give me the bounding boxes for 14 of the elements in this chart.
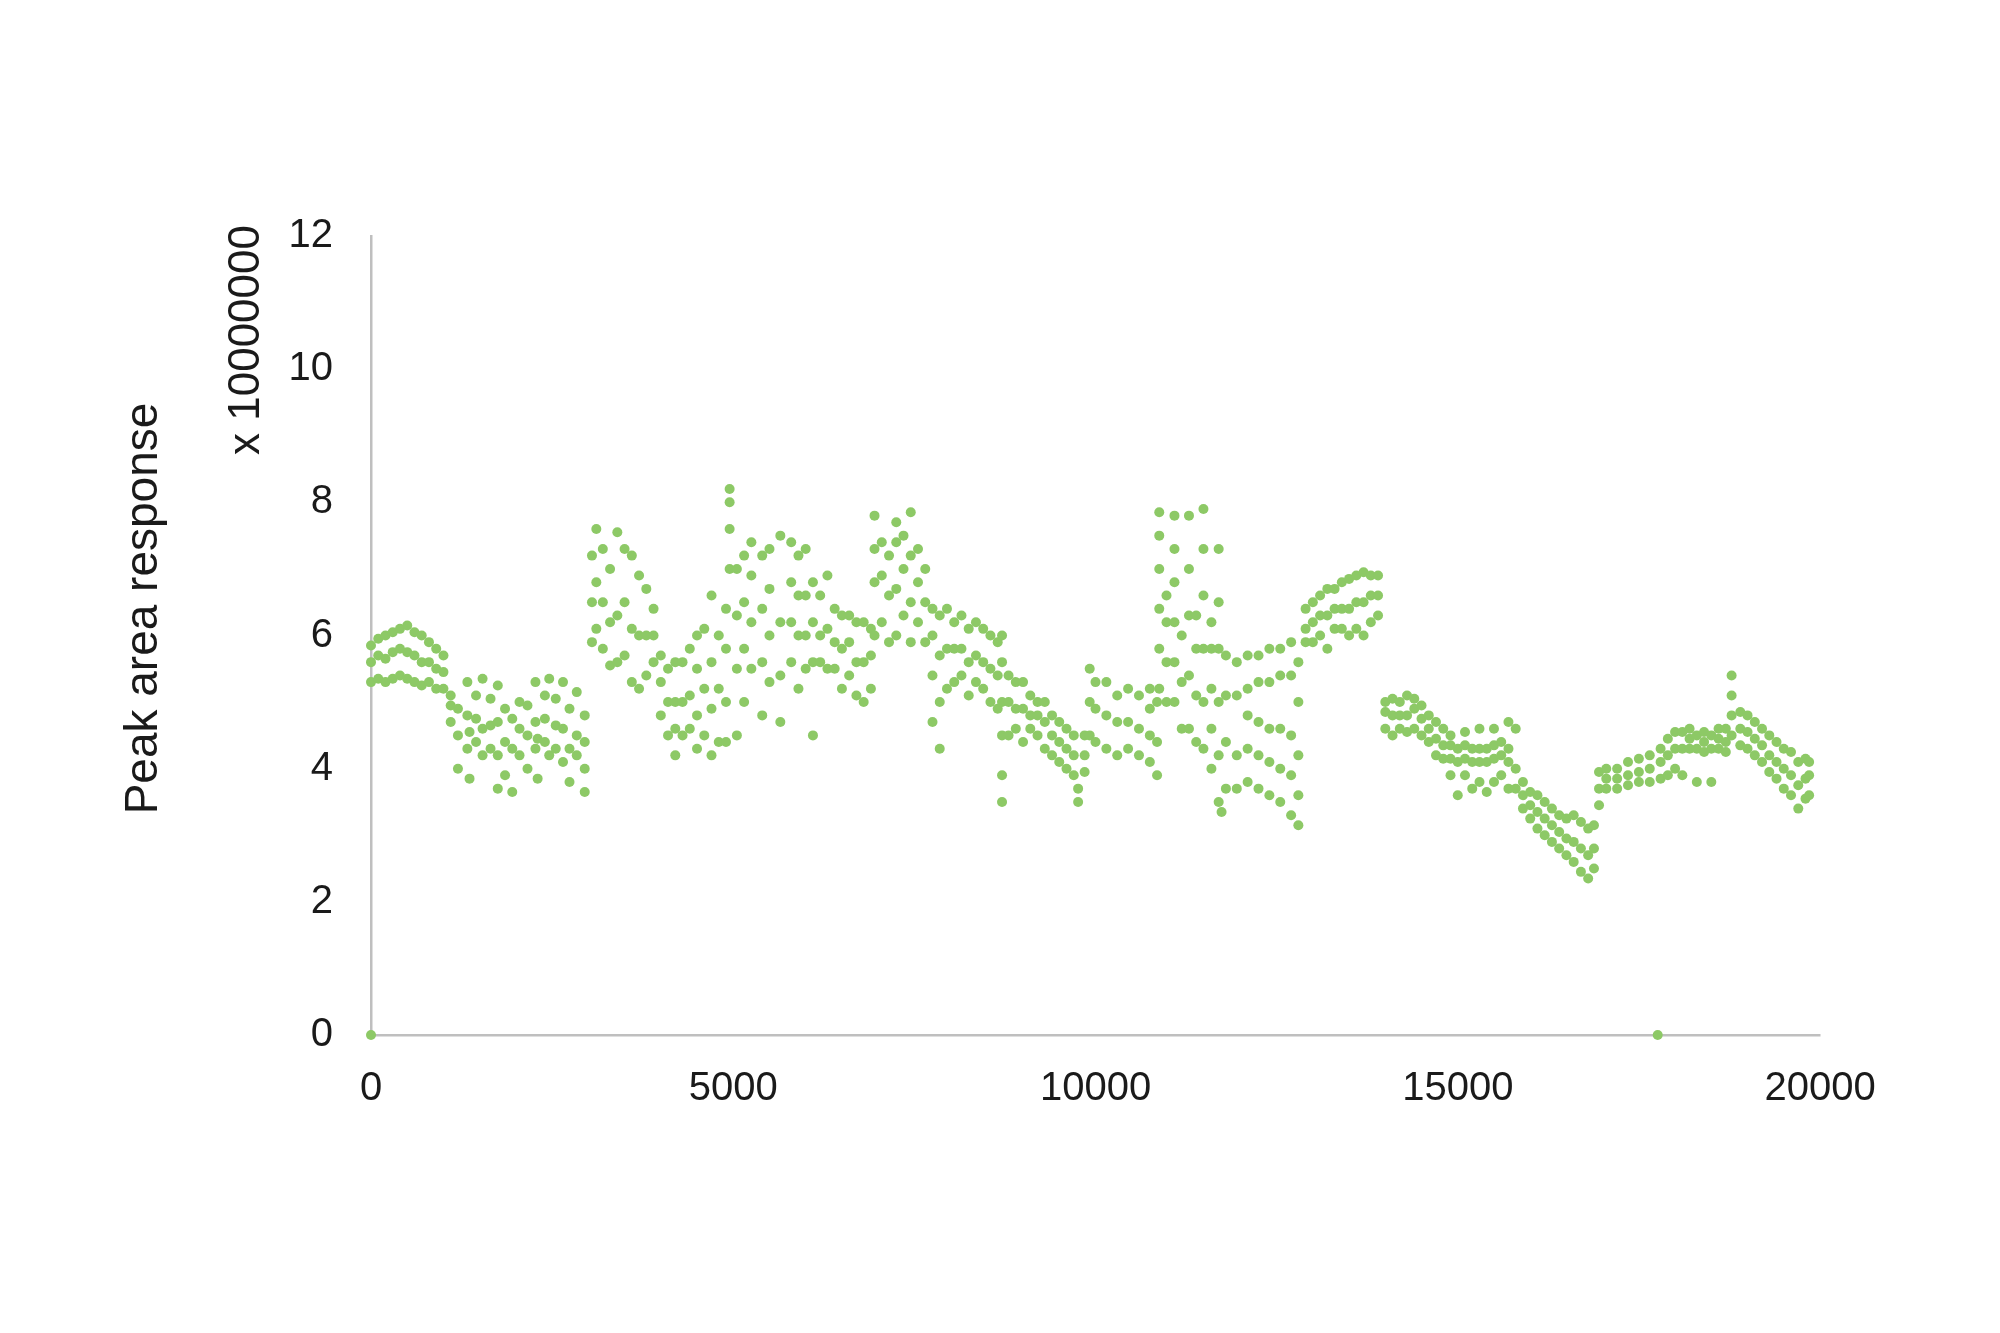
y-axis-title: Peak area response — [114, 402, 167, 815]
y-tick-label: 6 — [310, 610, 333, 655]
x-tick-label: 0 — [359, 1064, 383, 1109]
y-tick-label: 4 — [310, 743, 333, 788]
text: x 10000000 — [219, 225, 269, 455]
x-tick-label: 15000 — [1402, 1064, 1514, 1109]
y-tick-label: 0 — [310, 1010, 333, 1055]
x-tick-label: 10000 — [1039, 1064, 1152, 1109]
y-tick-label: 2 — [310, 876, 333, 921]
x-tick-label: 5000 — [688, 1064, 778, 1109]
y-tick-label: 10 — [288, 344, 333, 389]
y-tick-label: 12 — [288, 211, 333, 256]
y-tick-label: 8 — [310, 477, 333, 522]
x-tick-label: 20000 — [1764, 1064, 1876, 1109]
